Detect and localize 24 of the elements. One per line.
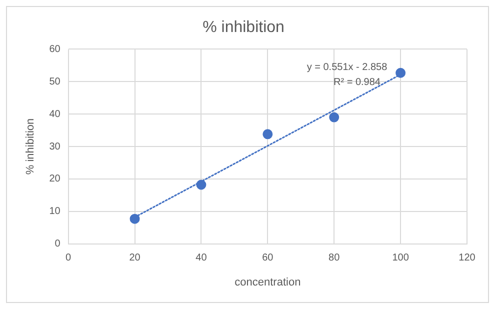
point [329,112,340,122]
x-tick-label: 40 [196,252,208,264]
y-tick-label: 50 [49,76,61,88]
x-tick-label: 60 [262,252,274,264]
x-tick-label: 80 [328,252,340,264]
annotation: y = 0.551x - 2.858 [306,62,388,73]
point [130,214,140,224]
chart-title: % inhibition [202,19,284,36]
y-tick-label: 40 [49,108,61,120]
x-tick-label: 20 [129,252,141,264]
x-tick-label: 100 [392,252,410,264]
y-tick-label: 60 [49,44,61,55]
point [396,68,406,78]
y-tick-label: 30 [49,141,61,152]
y-tick-label: 20 [49,174,61,185]
y-axis-title: % inhibition [24,118,37,175]
y-tick-label: 10 [49,206,61,218]
point [262,129,273,140]
annotation: R² = 0.984 [334,76,381,88]
point [196,180,206,190]
x-axis-title: concentration [234,276,301,288]
x-tick-label: 120 [458,252,476,264]
y-tick-label: 0 [54,238,61,250]
x-tick-label: 0 [66,252,72,264]
